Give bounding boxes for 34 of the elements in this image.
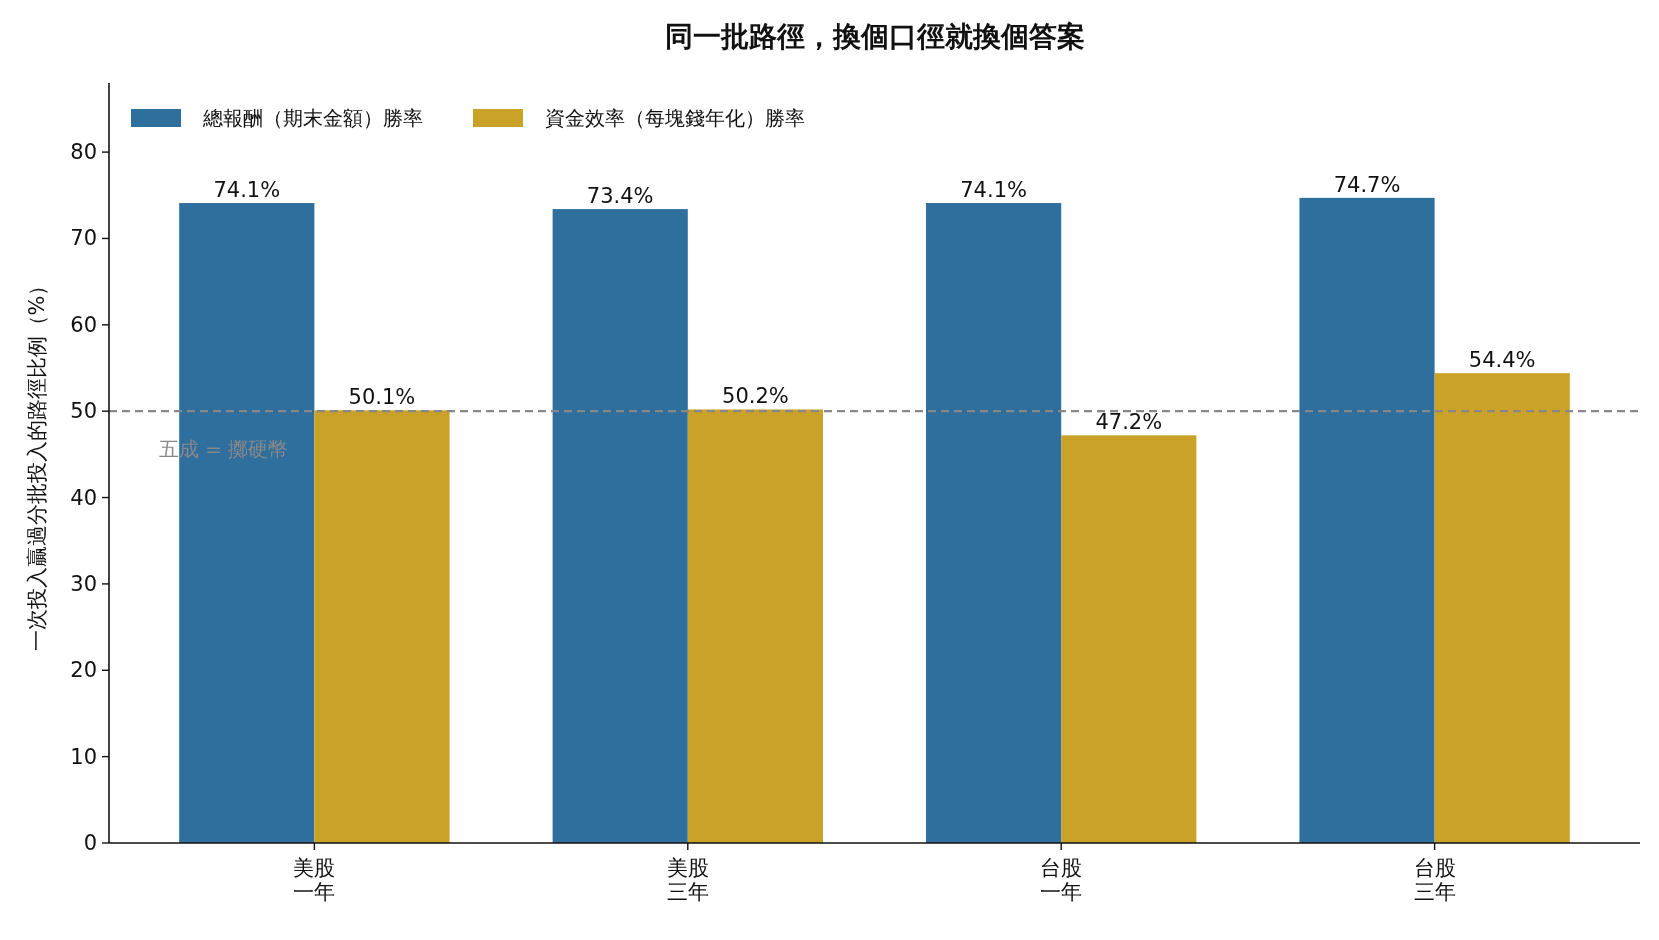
x-tick-label: 台股三年 <box>1413 856 1456 905</box>
x-tick-label: 美股三年 <box>666 856 709 905</box>
data-label: 50.1% <box>348 385 416 410</box>
bar <box>1299 197 1435 843</box>
x-tick-label: 美股一年 <box>293 856 336 905</box>
ref-line-label: 五成 = 擲硬幣 <box>159 437 289 462</box>
y-tick-label: 50 <box>70 399 97 424</box>
y-tick-label: 60 <box>70 312 97 337</box>
bar <box>687 409 823 843</box>
bar <box>1434 373 1570 843</box>
legend-label: 資金效率（每塊錢年化）勝率 <box>545 106 805 130</box>
data-label: 54.4% <box>1468 348 1536 373</box>
y-tick-label: 20 <box>70 658 97 683</box>
bar <box>179 203 315 843</box>
data-label: 74.1% <box>213 178 281 203</box>
y-tick-label: 80 <box>70 140 97 165</box>
data-label: 50.2% <box>722 384 789 409</box>
y-tick-label: 70 <box>70 226 97 251</box>
bar <box>926 203 1062 843</box>
bar <box>552 209 688 843</box>
data-label: 74.7% <box>1333 172 1401 197</box>
x-tick-label: 台股一年 <box>1040 856 1083 905</box>
y-tick-label: 30 <box>70 571 97 596</box>
y-axis-title: 一次投入贏過分批投入的路徑比例（%） <box>25 274 49 652</box>
chart-title: 同一批路徑，換個口徑就換個答案 <box>664 20 1085 53</box>
data-label: 47.2% <box>1095 410 1163 435</box>
y-tick-label: 0 <box>83 831 97 855</box>
data-label: 74.1% <box>960 178 1027 203</box>
y-tick-label: 10 <box>70 744 97 769</box>
y-tick-label: 40 <box>70 485 97 510</box>
legend-label: 總報酬（期末金額）勝率 <box>202 106 423 130</box>
data-label: 73.4% <box>586 184 654 209</box>
bar <box>1061 435 1197 843</box>
bar <box>314 410 450 843</box>
